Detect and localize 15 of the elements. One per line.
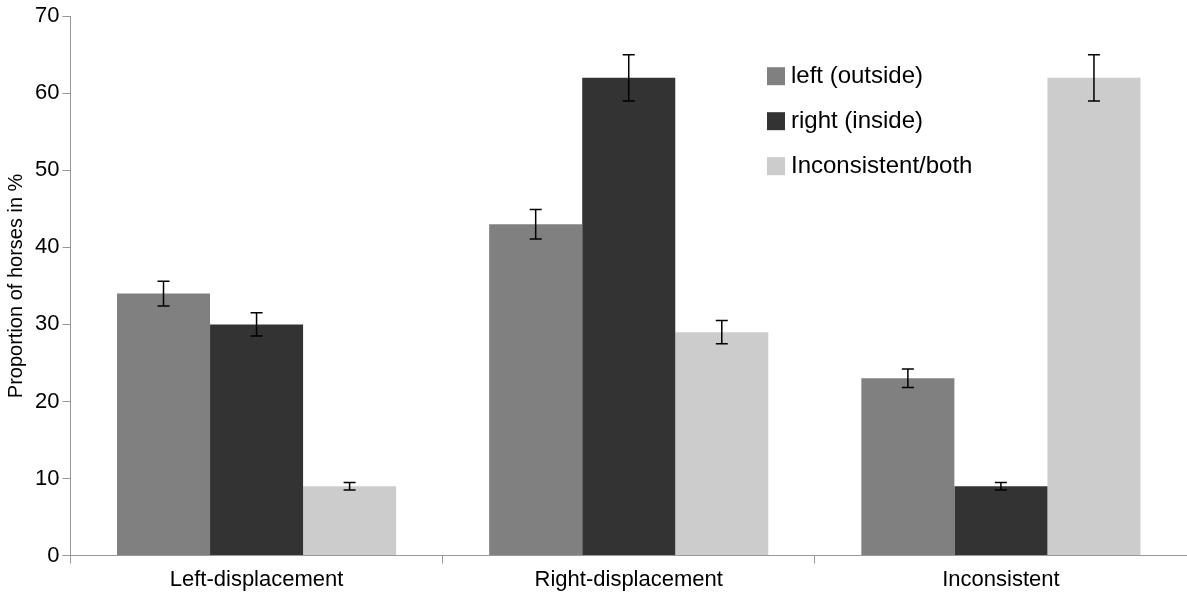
- y-axis-title: Proportion of horses in %: [3, 173, 26, 399]
- y-tick-label: 20: [34, 387, 60, 413]
- legend-label: right (inside): [791, 105, 924, 133]
- y-tick-label: 0: [47, 541, 60, 567]
- x-tick-label: Inconsistent: [942, 565, 1060, 591]
- legend-label: Inconsistent/both: [791, 150, 973, 178]
- legend-label: left (outside): [791, 60, 924, 88]
- y-tick-label: 30: [34, 310, 60, 336]
- y-tick-label: 10: [34, 464, 60, 490]
- y-tick-label: 40: [34, 233, 60, 259]
- y-tick-label: 60: [34, 79, 60, 105]
- y-tick-label: 70: [34, 2, 60, 28]
- x-tick-label: Left-displacement: [169, 565, 344, 591]
- y-tick-label: 50: [34, 156, 60, 182]
- x-tick-label: Right-displacement: [534, 565, 723, 591]
